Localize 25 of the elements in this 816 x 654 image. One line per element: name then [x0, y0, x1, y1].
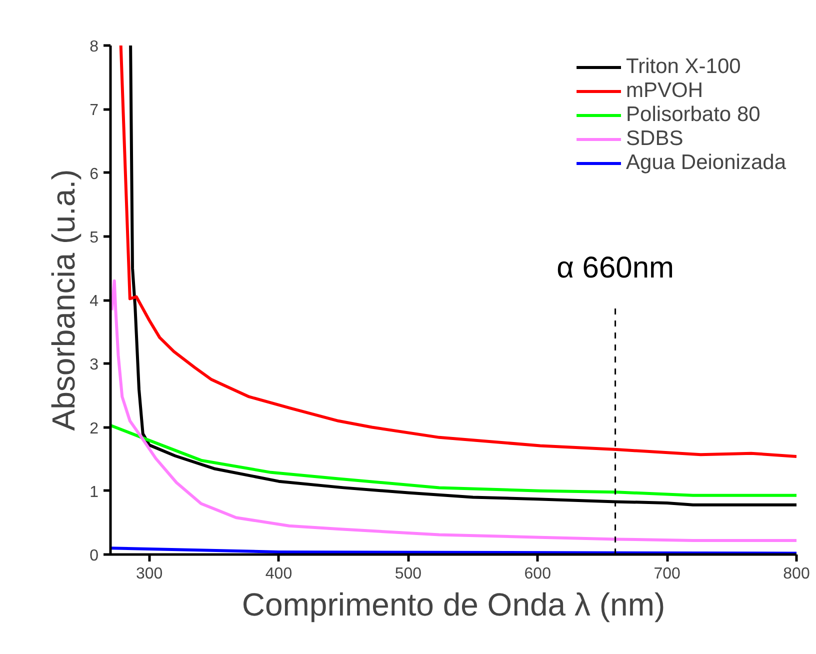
y-tick-label: 5: [90, 229, 99, 246]
y-axis-title: Absorbancia (u.a.): [46, 169, 82, 431]
line-series: [110, 279, 796, 542]
y-tick-label: 8: [90, 38, 99, 56]
x-tick-label: 800: [783, 566, 810, 582]
y-tick-label: 0: [90, 548, 99, 564]
legend-label: Agua Deionizada: [626, 151, 786, 175]
x-tick-label: 500: [394, 566, 422, 582]
x-tick-label: 600: [524, 566, 552, 582]
y-tick-label: 1: [90, 484, 99, 501]
ref-line-label: α 660nm: [556, 252, 674, 285]
legend-label: mPVOH: [626, 79, 704, 103]
legend-label: Polisorbato 80: [626, 103, 760, 127]
y-tick-label: 7: [90, 102, 99, 120]
y-tick-label: 6: [90, 166, 99, 183]
line-series: [110, 424, 796, 497]
x-tick-label: 400: [265, 566, 292, 582]
legend-label: SDBS: [626, 127, 684, 151]
x-tick-label: 700: [654, 566, 681, 582]
x-axis-title: Comprimento de Onda λ (nm): [242, 586, 666, 622]
y-tick-label: 3: [90, 356, 99, 374]
x-tick-label: 300: [136, 566, 163, 582]
y-tick-label: 4: [90, 293, 99, 310]
y-tick-label: 2: [90, 420, 99, 438]
legend-label: Triton X-100: [626, 55, 741, 79]
